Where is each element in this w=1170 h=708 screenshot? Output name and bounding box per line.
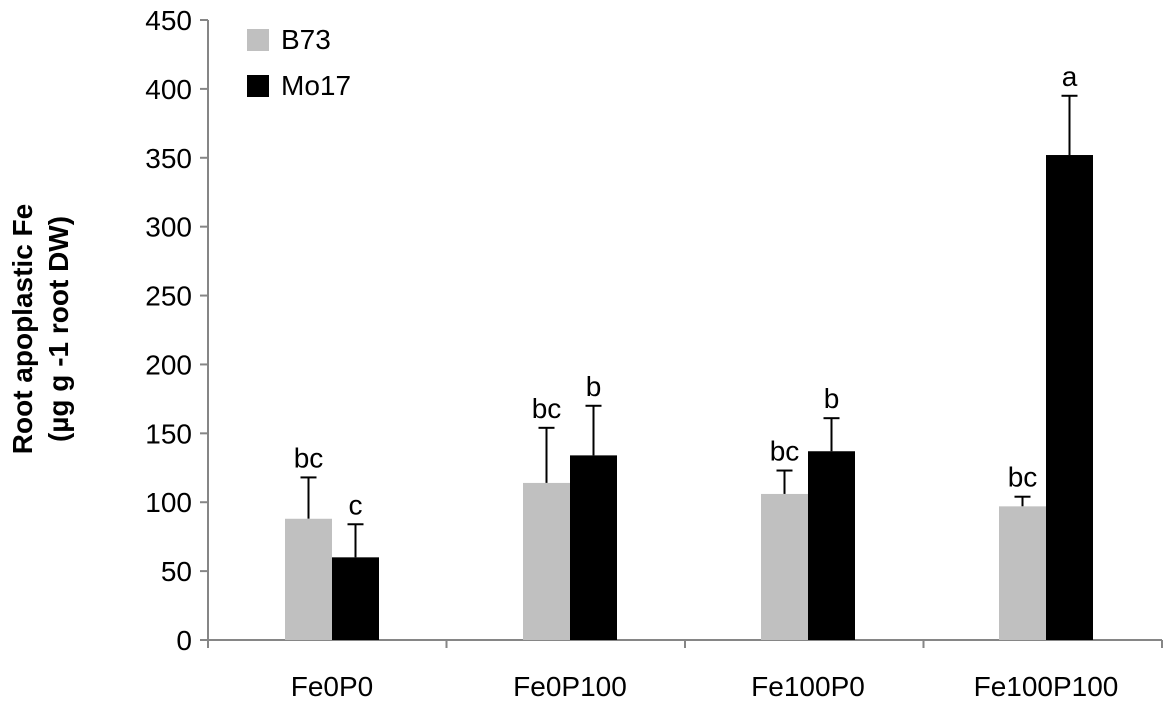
bar-mo17-fe0p0 <box>332 557 379 640</box>
legend-swatch-b73 <box>247 29 269 51</box>
legend: B73 Mo17 <box>247 24 351 101</box>
bar-b73-fe0p100 <box>523 482 570 640</box>
y-tick-label: 250 <box>145 281 192 312</box>
significance-label: b <box>824 383 840 414</box>
y-axis-label: Root apoplastic Fe (µg g -1 root DW) <box>7 204 74 454</box>
y-tick-label: 200 <box>145 349 192 380</box>
significance-label: bc <box>1008 462 1038 493</box>
legend-swatch-mo17 <box>247 75 269 97</box>
y-axis-label-line1: Root apoplastic Fe <box>7 204 38 454</box>
x-tick-label: Fe100P100 <box>974 671 1119 702</box>
y-ticks: 0 50 100 150 200 250 300 350 400 450 <box>145 5 208 656</box>
bars <box>285 155 1093 640</box>
legend-label-mo17: Mo17 <box>281 70 351 101</box>
y-tick-label: 50 <box>161 556 192 587</box>
y-tick-label: 0 <box>176 625 192 656</box>
y-tick-label: 100 <box>145 487 192 518</box>
bar-b73-fe100p100 <box>999 506 1046 640</box>
bar-mo17-fe0p100 <box>570 455 617 640</box>
y-tick-label: 150 <box>145 418 192 449</box>
significance-label: bc <box>770 436 800 467</box>
y-tick-label: 450 <box>145 5 192 36</box>
bar-mo17-fe100p100 <box>1046 155 1093 640</box>
error-bars <box>300 94 1078 558</box>
x-tick-label: Fe100P0 <box>751 671 865 702</box>
significance-label: bc <box>532 393 562 424</box>
significance-label: c <box>349 489 363 520</box>
significance-label: a <box>1062 61 1078 92</box>
y-tick-label: 300 <box>145 212 192 243</box>
significance-label: bc <box>294 442 324 473</box>
legend-label-b73: B73 <box>281 24 331 55</box>
bar-b73-fe0p0 <box>285 518 332 640</box>
y-tick-label: 400 <box>145 74 192 105</box>
bar-b73-fe100p0 <box>761 493 808 640</box>
bar-mo17-fe100p0 <box>808 451 855 640</box>
x-ticks: Fe0P0 Fe0P100 Fe100P0 Fe100P100 <box>207 640 1163 702</box>
y-axis-label-line2: (µg g -1 root DW) <box>43 216 74 442</box>
y-tick-label: 350 <box>145 143 192 174</box>
significance-label: b <box>586 371 602 402</box>
x-tick-label: Fe0P0 <box>291 671 374 702</box>
x-tick-label: Fe0P100 <box>513 671 627 702</box>
